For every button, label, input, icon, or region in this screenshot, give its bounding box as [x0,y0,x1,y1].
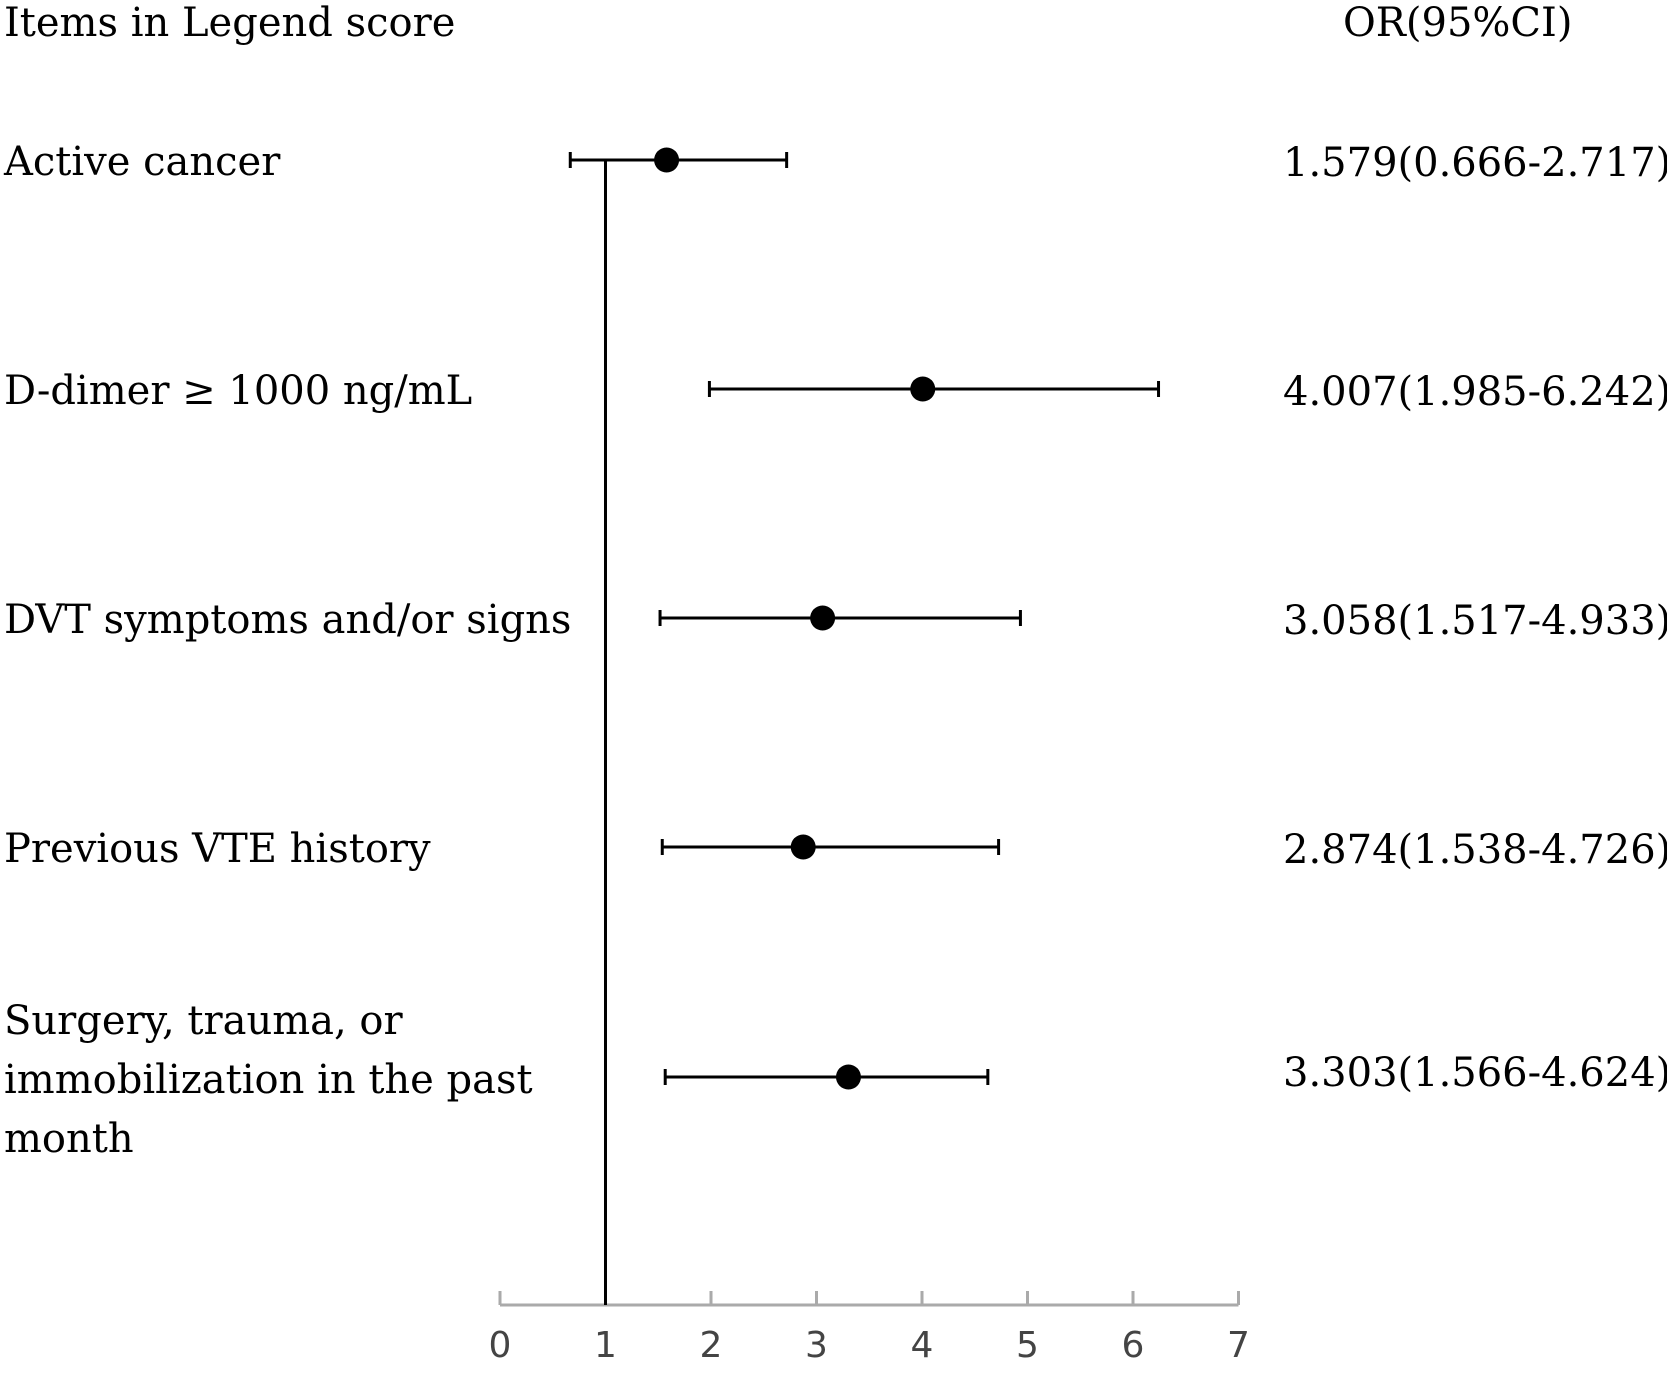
x-tick-label: 0 [489,1325,512,1366]
or-point [910,376,936,402]
row-label: Previous VTE history [4,826,431,872]
or-point [835,1064,861,1090]
left-column-header: Items in Legend score [4,0,456,46]
right-column-header: OR(95%CI) [1343,0,1573,46]
or-point [654,147,680,173]
ci-text: 3.303(1.566-4.624) [1283,1050,1667,1096]
ci-text: 2.874(1.538-4.726) [1283,827,1667,873]
ci-text: 3.058(1.517-4.933) [1283,598,1667,644]
row-label: Surgery, trauma, or immobilization in th… [4,998,533,1162]
x-tick-label: 6 [1122,1325,1145,1366]
row-label: DVT symptoms and/or signs [4,597,572,643]
x-tick-label: 2 [700,1325,723,1366]
x-tick-label: 3 [805,1325,828,1366]
x-tick-label: 7 [1227,1325,1250,1366]
ci-text: 4.007(1.985-6.242) [1283,369,1667,415]
row-label: D-dimer ≥ 1000 ng/mL [4,368,473,414]
ci-text: 1.579(0.666-2.717) [1283,140,1667,186]
row-label: Active cancer [4,139,281,185]
or-point [810,605,836,631]
x-tick-label: 5 [1016,1325,1039,1366]
x-tick-label: 4 [911,1325,934,1366]
x-tick-label: 1 [594,1325,617,1366]
or-point [790,834,816,860]
